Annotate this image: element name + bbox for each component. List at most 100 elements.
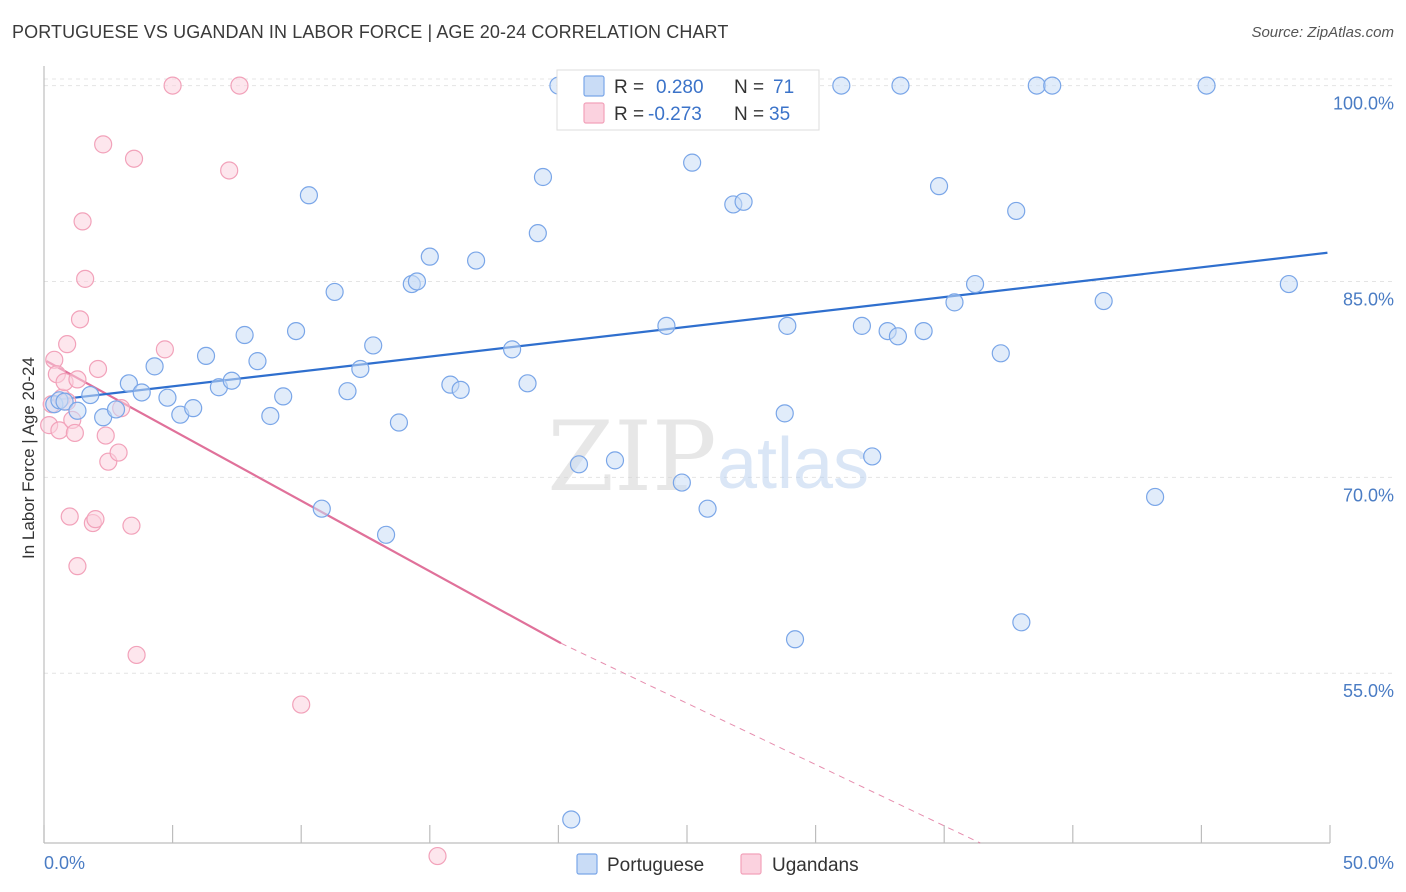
portuguese-point-50 xyxy=(775,404,794,423)
portuguese-point-33 xyxy=(451,380,470,399)
portuguese-point-10 xyxy=(158,388,177,407)
grid-lines xyxy=(44,78,1395,674)
ugandans-point-15 xyxy=(73,212,92,231)
portuguese-point-44 xyxy=(657,316,676,335)
portuguese-point-42 xyxy=(605,451,625,470)
ugandans-point-31 xyxy=(230,76,249,95)
legend-n-value-2: 35 xyxy=(769,104,790,125)
portuguese-point-45 xyxy=(672,473,691,492)
portuguese-point-18 xyxy=(261,406,280,426)
axes xyxy=(43,66,1331,844)
bottom-legend-label-ugandans: Ugandans xyxy=(772,855,859,876)
portuguese-point-54 xyxy=(852,316,871,335)
y-tick-label-3: 55.0% xyxy=(1343,681,1394,701)
portuguese-point-8 xyxy=(132,383,151,402)
portuguese-point-34 xyxy=(466,251,486,270)
portuguese-point-61 xyxy=(945,293,964,312)
legend-swatch-ugandans xyxy=(583,102,605,124)
portuguese-point-2 xyxy=(55,392,74,411)
portuguese-point-3 xyxy=(68,401,87,420)
portuguese-point-16 xyxy=(235,325,254,345)
portuguese-point-64 xyxy=(1007,201,1026,221)
portuguese-point-15 xyxy=(222,371,241,390)
portuguese-point-36 xyxy=(518,374,537,393)
ugandans-point-28 xyxy=(155,340,174,359)
legend: R = 0.280 N = 71 R = -0.273 N = 35 xyxy=(556,69,820,131)
ugandans-point-25 xyxy=(122,516,141,535)
ugandans-point-21 xyxy=(96,426,115,445)
ugandans-trend-group xyxy=(46,360,981,844)
ugandans-point-19 xyxy=(88,359,108,379)
portuguese-point-70 xyxy=(1197,76,1216,95)
portuguese-point-59 xyxy=(914,321,933,341)
y-axis-title: In Labor Force | Age 20-24 xyxy=(19,357,38,559)
portuguese-point-58 xyxy=(891,76,910,95)
legend-r-value-2: -0.273 xyxy=(648,104,702,125)
portuguese-point-40 xyxy=(562,810,581,829)
portuguese-point-49 xyxy=(734,192,753,211)
ugandans-trend-extension xyxy=(560,642,981,844)
portuguese-point-20 xyxy=(286,321,306,341)
chart-source: Source: ZipAtlas.com xyxy=(1251,24,1394,41)
y-tick-label-0: 100.0% xyxy=(1333,94,1394,114)
portuguese-point-7 xyxy=(119,374,138,393)
ugandans-points xyxy=(40,76,447,866)
portuguese-point-19 xyxy=(274,387,293,406)
y-tick-label-2: 70.0% xyxy=(1343,485,1394,505)
portuguese-point-68 xyxy=(1094,291,1113,311)
bottom-legend-swatch-portuguese xyxy=(576,853,598,875)
legend-n-label-1: N = xyxy=(734,77,764,98)
portuguese-point-26 xyxy=(364,336,383,355)
watermark-atlas: atlas xyxy=(717,424,869,504)
portuguese-point-35 xyxy=(503,340,522,359)
portuguese-point-47 xyxy=(698,499,717,518)
portuguese-point-60 xyxy=(929,177,949,196)
portuguese-point-66 xyxy=(1027,76,1046,95)
portuguese-point-27 xyxy=(376,525,396,544)
legend-n-value-1: 71 xyxy=(773,77,794,98)
ugandans-point-32 xyxy=(292,695,311,714)
portuguese-point-38 xyxy=(533,167,553,187)
portuguese-trend-group xyxy=(51,251,1328,402)
legend-r-label-1: R = xyxy=(614,77,644,98)
portuguese-point-62 xyxy=(965,274,985,294)
portuguese-point-52 xyxy=(785,630,805,649)
portuguese-point-69 xyxy=(1146,487,1165,507)
ugandans-point-20 xyxy=(94,135,113,154)
portuguese-point-67 xyxy=(1043,76,1062,95)
portuguese-point-21 xyxy=(299,186,319,205)
portuguese-point-53 xyxy=(832,76,851,95)
ugandans-point-23 xyxy=(109,443,128,462)
portuguese-point-65 xyxy=(1012,613,1031,632)
portuguese-point-13 xyxy=(196,346,216,366)
legend-r-label-2: R = xyxy=(614,104,644,125)
portuguese-point-31 xyxy=(420,247,439,266)
ugandans-trend-line xyxy=(46,360,562,645)
ugandans-point-11 xyxy=(65,423,84,443)
portuguese-point-9 xyxy=(145,357,164,376)
ugandans-point-8 xyxy=(58,335,77,354)
ugandans-point-26 xyxy=(124,149,144,168)
portuguese-trend-line xyxy=(51,251,1328,402)
portuguese-point-46 xyxy=(683,153,702,172)
ugandans-point-16 xyxy=(76,269,95,288)
y-tick-label-1: 85.0% xyxy=(1343,289,1394,309)
chart-title: PORTUGUESE VS UGANDAN IN LABOR FORCE | A… xyxy=(12,22,729,42)
ugandans-point-29 xyxy=(163,76,182,95)
legend-r-value-1: 0.280 xyxy=(656,77,704,98)
legend-n-label-2: N = xyxy=(734,104,764,125)
portuguese-point-71 xyxy=(1279,274,1298,294)
watermark: ZIP atlas xyxy=(547,401,869,513)
portuguese-point-28 xyxy=(389,413,409,432)
portuguese-point-22 xyxy=(312,499,331,518)
bottom-legend-swatch-ugandans xyxy=(740,853,762,875)
x-tick-label-left: 0.0% xyxy=(44,853,85,873)
portuguese-point-30 xyxy=(407,272,427,291)
portuguese-point-17 xyxy=(248,352,267,371)
portuguese-point-12 xyxy=(184,399,203,418)
portuguese-point-57 xyxy=(888,327,908,346)
legend-swatch-portuguese xyxy=(583,75,605,97)
bottom-legend-label-portuguese: Portuguese xyxy=(607,855,704,876)
portuguese-point-37 xyxy=(528,224,547,243)
